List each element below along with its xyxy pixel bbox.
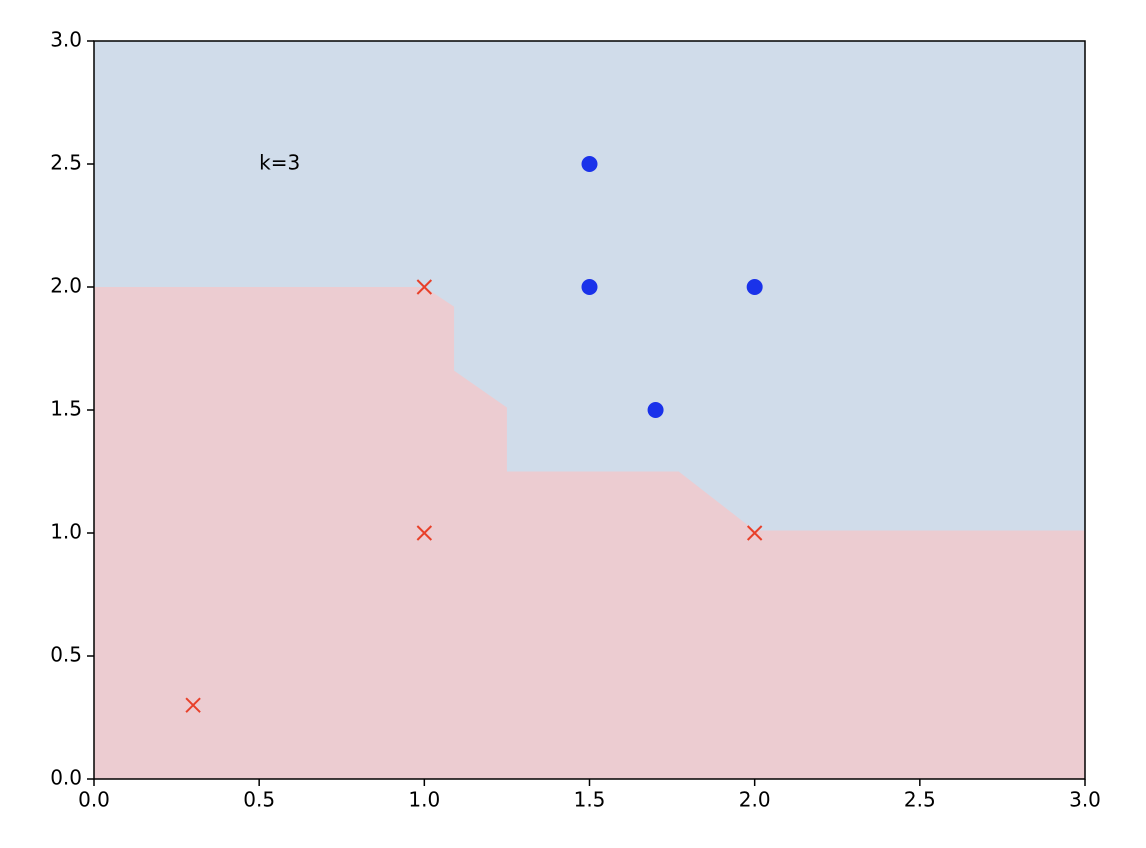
cross-marker <box>185 697 201 713</box>
y-tick-label: 1.5 <box>50 397 82 421</box>
cross-marker <box>416 279 433 295</box>
plot-frame <box>93 40 1086 780</box>
dot-marker <box>581 279 598 295</box>
x-tick-label: 1.5 <box>574 788 606 812</box>
annotation: k=3 <box>259 151 300 175</box>
y-tick-label: 0.5 <box>50 643 82 667</box>
x-tick-label: 1.0 <box>408 788 440 812</box>
x-tick-label: 0.5 <box>243 788 275 812</box>
region-below <box>94 287 1085 779</box>
cross-marker <box>746 525 763 541</box>
x-tick-label: 0.0 <box>78 788 110 812</box>
y-tick-label: 0.0 <box>50 766 82 790</box>
x-tick-label: 2.0 <box>739 788 771 812</box>
x-tick-label: 2.5 <box>904 788 936 812</box>
y-tick-label: 2.0 <box>50 274 82 298</box>
y-tick-label: 1.0 <box>50 520 82 544</box>
cross-marker <box>416 525 433 541</box>
dot-marker <box>647 402 664 418</box>
dot-marker <box>581 156 598 172</box>
dot-marker <box>746 279 763 295</box>
y-tick-label: 2.5 <box>50 151 82 175</box>
y-tick-label: 3.0 <box>50 28 82 52</box>
x-tick-label: 3.0 <box>1069 788 1101 812</box>
